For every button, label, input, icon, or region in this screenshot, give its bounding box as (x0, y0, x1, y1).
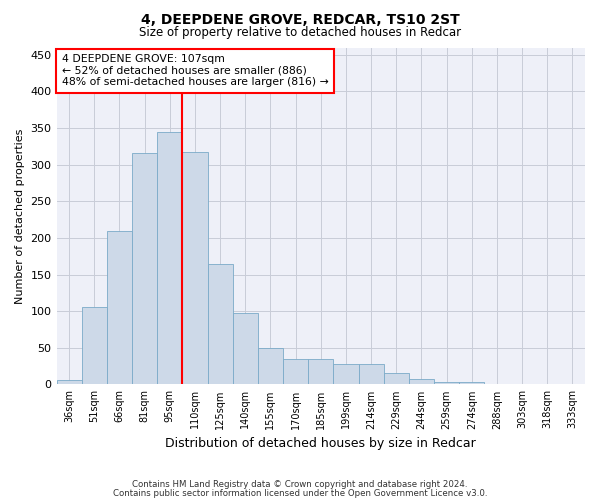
Bar (459, 382, 484, 384)
Bar (107, 230, 132, 384)
Y-axis label: Number of detached properties: Number of detached properties (15, 128, 25, 304)
X-axis label: Distribution of detached houses by size in Redcar: Distribution of detached houses by size … (166, 437, 476, 450)
Text: 4, DEEPDENE GROVE, REDCAR, TS10 2ST: 4, DEEPDENE GROVE, REDCAR, TS10 2ST (140, 12, 460, 26)
Bar (56, 380, 82, 384)
Bar (258, 348, 283, 385)
Text: 4 DEEPDENE GROVE: 107sqm
← 52% of detached houses are smaller (886)
48% of semi-: 4 DEEPDENE GROVE: 107sqm ← 52% of detach… (62, 54, 329, 88)
Bar (383, 374, 409, 384)
Bar (409, 378, 434, 384)
Bar (233, 314, 258, 384)
Bar (308, 359, 334, 384)
Bar (208, 264, 233, 384)
Bar (283, 359, 308, 384)
Text: Size of property relative to detached houses in Redcar: Size of property relative to detached ho… (139, 26, 461, 39)
Text: Contains HM Land Registry data © Crown copyright and database right 2024.: Contains HM Land Registry data © Crown c… (132, 480, 468, 489)
Bar (82, 307, 107, 384)
Bar (334, 364, 359, 384)
Bar (182, 152, 208, 384)
Bar (132, 153, 157, 384)
Bar (157, 132, 182, 384)
Text: Contains public sector information licensed under the Open Government Licence v3: Contains public sector information licen… (113, 488, 487, 498)
Bar (359, 364, 383, 384)
Bar (434, 382, 459, 384)
